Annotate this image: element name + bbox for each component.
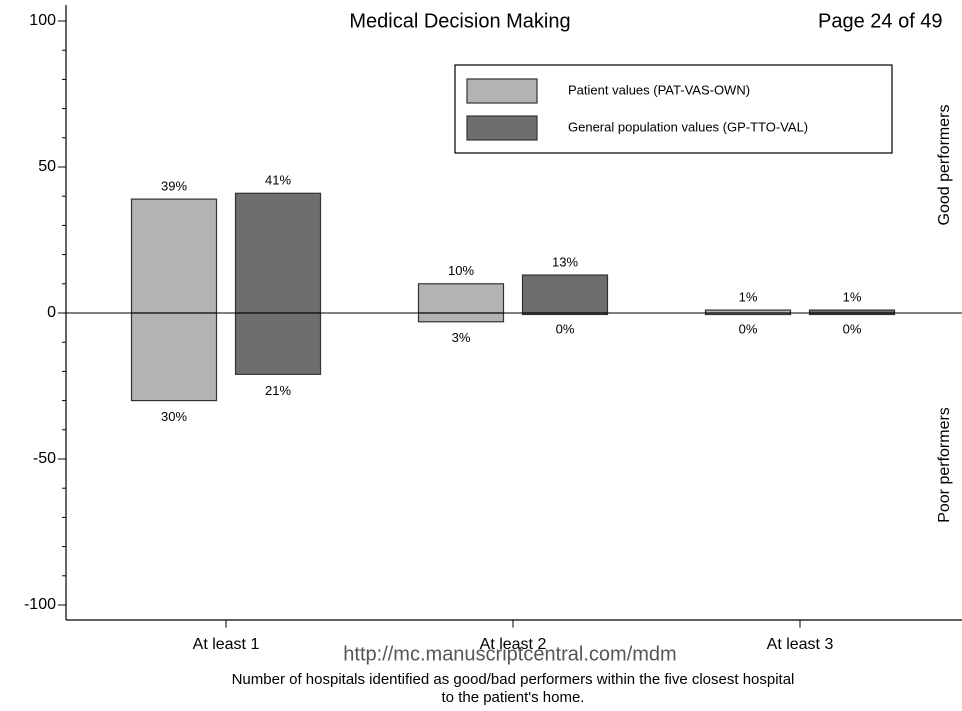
watermark: http://mc.manuscriptcentral.com/mdm [343,643,676,665]
value-label: 30% [161,409,187,424]
side-label: Good performers [936,105,953,226]
side-label: Poor performers [936,407,953,523]
value-label: 39% [161,179,187,194]
value-label: 10% [448,263,474,278]
value-label: 3% [452,330,471,345]
legend-swatch [466,115,538,141]
legend-label: Patient values (PAT-VAS-OWN) [568,82,750,97]
x-tick-label: At least 2 [480,636,547,653]
y-tick-label: -100 [24,596,56,613]
value-label: 0% [843,321,862,336]
y-tick-label: -50 [33,450,56,467]
legend-swatch [466,78,538,104]
bar [417,283,505,314]
y-tick-label: 50 [38,158,56,175]
page-number: Page 24 of 49 [818,10,943,32]
value-label: 13% [552,254,578,269]
bar [130,312,218,402]
value-label: 1% [843,290,862,305]
bar [130,198,218,314]
value-label: 1% [739,290,758,305]
x-tick-label: At least 1 [193,636,260,653]
legend-label: General population values (GP-TTO-VAL) [568,119,808,134]
value-label: 0% [556,321,575,336]
x-tick-label: At least 3 [767,636,834,653]
bar [521,274,609,314]
bar [234,312,322,375]
journal-title: Medical Decision Making [349,10,570,32]
value-label: 41% [265,173,291,188]
x-axis-label: to the patient's home. [442,689,585,706]
value-label: 0% [739,321,758,336]
bar [234,192,322,314]
value-label: 21% [265,383,291,398]
y-tick-label: 0 [47,304,56,321]
y-tick-label: 100 [29,12,56,29]
bar [417,312,505,323]
x-axis-label: Number of hospitals identified as good/b… [232,671,795,688]
